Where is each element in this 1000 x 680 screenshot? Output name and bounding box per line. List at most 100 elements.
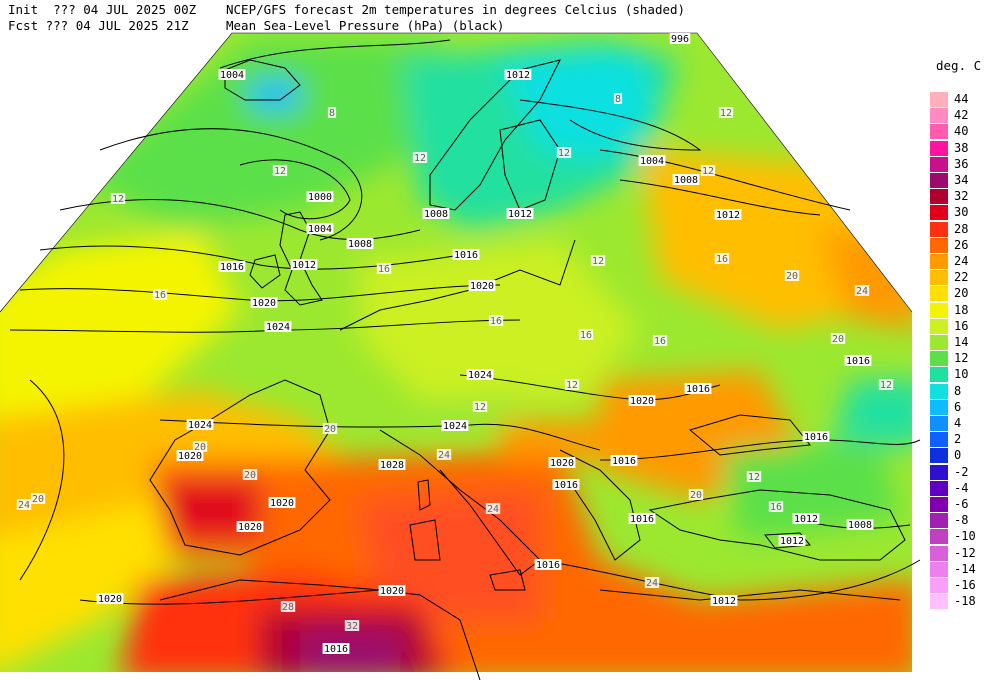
legend-label: 12 bbox=[954, 351, 969, 366]
legend-color-box bbox=[930, 399, 948, 415]
isobar-label: 1012 bbox=[710, 595, 738, 607]
legend-label: 30 bbox=[954, 205, 969, 220]
svg-text:1016: 1016 bbox=[220, 262, 244, 273]
temperature-label: 20 bbox=[688, 489, 704, 501]
legend-label: 20 bbox=[954, 286, 969, 301]
isobar-label: 996 bbox=[669, 33, 691, 45]
legend-color-box bbox=[930, 335, 948, 350]
legend-label: 28 bbox=[954, 221, 969, 236]
temperature-label: 12 bbox=[718, 107, 734, 119]
legend-color-box bbox=[930, 92, 948, 107]
temperature-label: 16 bbox=[488, 315, 504, 327]
temperature-label: 24 bbox=[644, 577, 660, 589]
legend-color-box bbox=[930, 545, 948, 561]
isobar-label: 1004 bbox=[306, 223, 334, 235]
svg-text:1012: 1012 bbox=[508, 209, 532, 220]
svg-text:1016: 1016 bbox=[454, 250, 478, 261]
svg-text:1020: 1020 bbox=[238, 522, 262, 533]
svg-text:20: 20 bbox=[324, 424, 336, 435]
svg-text:1008: 1008 bbox=[674, 175, 698, 186]
svg-text:24: 24 bbox=[438, 450, 450, 461]
svg-text:1008: 1008 bbox=[424, 209, 448, 220]
isobar-label: 1024 bbox=[441, 420, 469, 432]
svg-text:1012: 1012 bbox=[780, 536, 804, 547]
temperature-label: 32 bbox=[344, 620, 360, 632]
isobar-label: 1012 bbox=[504, 69, 532, 81]
svg-text:1024: 1024 bbox=[266, 322, 290, 333]
temperature-label: 8 bbox=[613, 93, 623, 105]
legend-label: -14 bbox=[954, 561, 976, 576]
isobar-label: 1012 bbox=[778, 535, 806, 547]
temperature-label: 12 bbox=[110, 193, 126, 205]
svg-text:12: 12 bbox=[592, 256, 604, 267]
svg-text:1016: 1016 bbox=[612, 456, 636, 467]
svg-text:20: 20 bbox=[32, 494, 44, 505]
legend-label: 10 bbox=[954, 367, 969, 382]
isobar-label: 1024 bbox=[466, 369, 494, 381]
svg-text:16: 16 bbox=[378, 264, 390, 275]
temperature-label: 12 bbox=[556, 147, 572, 159]
legend-label: 6 bbox=[954, 399, 962, 414]
svg-text:1012: 1012 bbox=[712, 596, 736, 607]
legend-color-box bbox=[930, 578, 948, 593]
svg-text:1016: 1016 bbox=[324, 644, 348, 655]
svg-text:12: 12 bbox=[474, 402, 486, 413]
temperature-contour-labels: 8121216161212812121612161620242012202024… bbox=[16, 93, 894, 632]
map-subtitle: Mean Sea-Level Pressure (hPa) (black) bbox=[226, 18, 505, 33]
svg-text:1016: 1016 bbox=[686, 384, 710, 395]
legend-color-box bbox=[930, 513, 948, 529]
isobar-label: 1016 bbox=[684, 383, 712, 395]
legend-color-box bbox=[930, 464, 948, 480]
legend-label: 4 bbox=[954, 416, 962, 430]
legend-unit: deg. C bbox=[936, 58, 982, 73]
temperature-label: 12 bbox=[700, 165, 716, 177]
init-forecast-times: Init ??? 04 JUL 2025 00Z Fcst ??? 04 JUL… bbox=[8, 2, 196, 34]
svg-text:1020: 1020 bbox=[270, 498, 294, 509]
svg-text:12: 12 bbox=[112, 194, 124, 205]
svg-text:1004: 1004 bbox=[308, 224, 332, 235]
legend-color-box bbox=[930, 529, 948, 545]
legend-label: 38 bbox=[954, 140, 969, 155]
svg-text:1012: 1012 bbox=[794, 514, 818, 525]
legend-label: -4 bbox=[954, 480, 969, 495]
isobar-label: 1008 bbox=[672, 174, 700, 186]
legend-label: 34 bbox=[954, 173, 969, 187]
svg-text:12: 12 bbox=[748, 472, 760, 483]
temperature-label: 12 bbox=[564, 379, 580, 391]
svg-text:1024: 1024 bbox=[443, 421, 467, 432]
svg-text:28: 28 bbox=[282, 602, 294, 613]
isobar-label: 1004 bbox=[638, 155, 666, 167]
svg-text:996: 996 bbox=[671, 34, 689, 45]
temperature-label: 20 bbox=[784, 270, 800, 282]
svg-text:20: 20 bbox=[786, 271, 798, 282]
svg-text:1020: 1020 bbox=[380, 586, 404, 597]
legend-label: -16 bbox=[954, 578, 976, 592]
legend-color-box bbox=[930, 432, 948, 448]
legend-label: -2 bbox=[954, 464, 969, 479]
legend-color-box bbox=[930, 221, 948, 237]
legend-label: 0 bbox=[954, 448, 962, 463]
svg-text:1004: 1004 bbox=[220, 70, 244, 81]
isobar-label: 1020 bbox=[468, 280, 496, 292]
svg-text:12: 12 bbox=[566, 380, 578, 391]
svg-text:24: 24 bbox=[646, 578, 658, 589]
isobar-label: 1020 bbox=[250, 297, 278, 309]
svg-text:1000: 1000 bbox=[308, 192, 332, 203]
legend-color-box bbox=[930, 302, 948, 318]
svg-text:12: 12 bbox=[702, 166, 714, 177]
temperature-label: 24 bbox=[436, 449, 452, 461]
svg-text:20: 20 bbox=[244, 470, 256, 481]
temperature-label: 28 bbox=[280, 601, 296, 613]
svg-text:1016: 1016 bbox=[804, 432, 828, 443]
isobar-label: 1016 bbox=[552, 479, 580, 491]
legend-color-box bbox=[930, 173, 948, 188]
legend-color-box bbox=[930, 237, 948, 253]
legend-color-box bbox=[930, 367, 948, 383]
legend-color-box bbox=[930, 561, 948, 577]
legend-label: 36 bbox=[954, 156, 969, 171]
svg-text:12: 12 bbox=[880, 380, 892, 391]
svg-text:1024: 1024 bbox=[188, 420, 212, 431]
svg-text:1020: 1020 bbox=[470, 281, 494, 292]
svg-text:1004: 1004 bbox=[640, 156, 664, 167]
